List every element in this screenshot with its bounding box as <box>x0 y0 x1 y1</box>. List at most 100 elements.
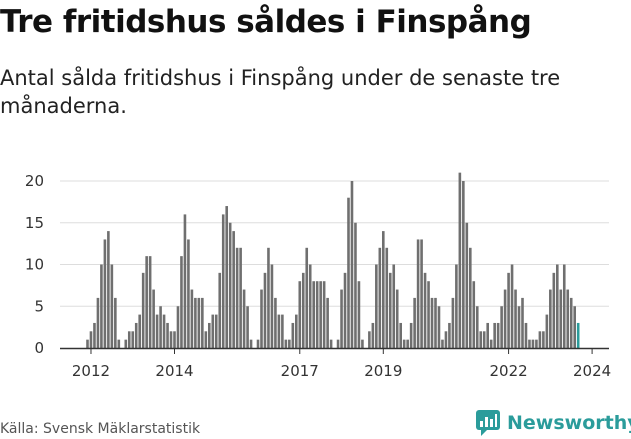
bar <box>152 289 155 348</box>
bar-latest <box>576 322 580 348</box>
bar <box>103 239 107 348</box>
bar <box>211 314 215 348</box>
bar <box>559 289 563 348</box>
bar <box>489 339 493 348</box>
bar <box>134 322 138 348</box>
bar <box>340 289 343 348</box>
bar <box>246 306 249 348</box>
bar <box>368 331 371 348</box>
bar <box>402 339 406 348</box>
bar <box>145 256 148 348</box>
bar <box>277 314 281 348</box>
bar <box>416 239 420 348</box>
bar <box>378 247 382 348</box>
bar <box>288 339 291 348</box>
bar <box>138 314 141 348</box>
bar <box>162 314 166 348</box>
bar <box>173 331 176 348</box>
y-tick-label: 20 <box>25 172 44 190</box>
x-tick-label: 2024 <box>573 362 611 380</box>
bar <box>315 281 319 348</box>
bar <box>308 264 312 348</box>
bar <box>479 331 483 348</box>
bars <box>86 172 580 348</box>
bar <box>542 331 545 348</box>
bar <box>141 272 145 348</box>
x-tick-label: 2019 <box>364 362 402 380</box>
bar <box>514 289 517 348</box>
brand-logo: Newsworthy <box>475 408 631 438</box>
bar <box>319 281 322 348</box>
bar <box>110 264 114 348</box>
bar <box>472 281 476 348</box>
bar <box>228 222 232 348</box>
bar <box>281 314 284 348</box>
bar <box>493 322 496 348</box>
bar <box>242 289 246 348</box>
bar <box>183 214 187 348</box>
bar <box>409 322 413 348</box>
bar <box>354 222 357 348</box>
bar <box>535 339 538 348</box>
bar <box>336 339 340 348</box>
x-axis: 2012 2014 2017 2019 2022 2024 <box>72 348 611 380</box>
bar <box>455 264 458 348</box>
bar <box>569 297 573 348</box>
bar <box>427 281 430 348</box>
bar <box>413 297 416 348</box>
bar <box>197 297 201 348</box>
bar <box>361 339 364 348</box>
y-tick-label: 10 <box>25 256 44 274</box>
bar <box>521 297 524 348</box>
bar <box>329 339 333 348</box>
bar <box>538 331 542 348</box>
bar <box>284 339 288 348</box>
y-tick-label: 0 <box>34 339 44 357</box>
bar <box>448 322 451 348</box>
bar <box>562 264 566 348</box>
bar <box>301 272 305 348</box>
bar <box>114 297 117 348</box>
bar <box>441 339 444 348</box>
bar <box>274 297 277 348</box>
bar <box>208 322 211 348</box>
bar <box>204 331 208 348</box>
bar <box>267 247 270 348</box>
brand-name: Newsworthy <box>507 412 631 434</box>
bar <box>260 289 263 348</box>
source-note: Källa: Svensk Mäklarstatistik <box>0 421 201 437</box>
bar <box>194 297 197 348</box>
bar <box>249 339 253 348</box>
bar <box>221 214 225 348</box>
bar <box>322 281 326 348</box>
y-tick-label: 15 <box>25 214 44 232</box>
bar <box>430 297 434 348</box>
bar <box>566 289 570 348</box>
x-tick-label: 2012 <box>72 362 110 380</box>
bar <box>86 339 89 348</box>
bar <box>305 247 309 348</box>
bar <box>291 322 295 348</box>
x-tick-label: 2022 <box>489 362 527 380</box>
bar <box>256 339 260 348</box>
bar <box>295 314 298 348</box>
bar <box>124 339 128 348</box>
bar <box>392 264 396 348</box>
bar <box>423 272 427 348</box>
bar <box>524 322 528 348</box>
bar <box>482 331 486 348</box>
bar <box>503 289 507 348</box>
bar <box>218 272 222 348</box>
bar <box>93 322 96 348</box>
bar <box>451 297 455 348</box>
bar <box>350 181 354 348</box>
bar <box>531 339 535 348</box>
x-tick-label: 2014 <box>155 362 193 380</box>
data-label: 3 <box>587 0 598 5</box>
bar <box>270 264 274 348</box>
bar <box>552 272 556 348</box>
bar <box>385 247 389 348</box>
bar <box>507 272 510 348</box>
bar <box>347 197 350 348</box>
bar <box>371 322 375 348</box>
